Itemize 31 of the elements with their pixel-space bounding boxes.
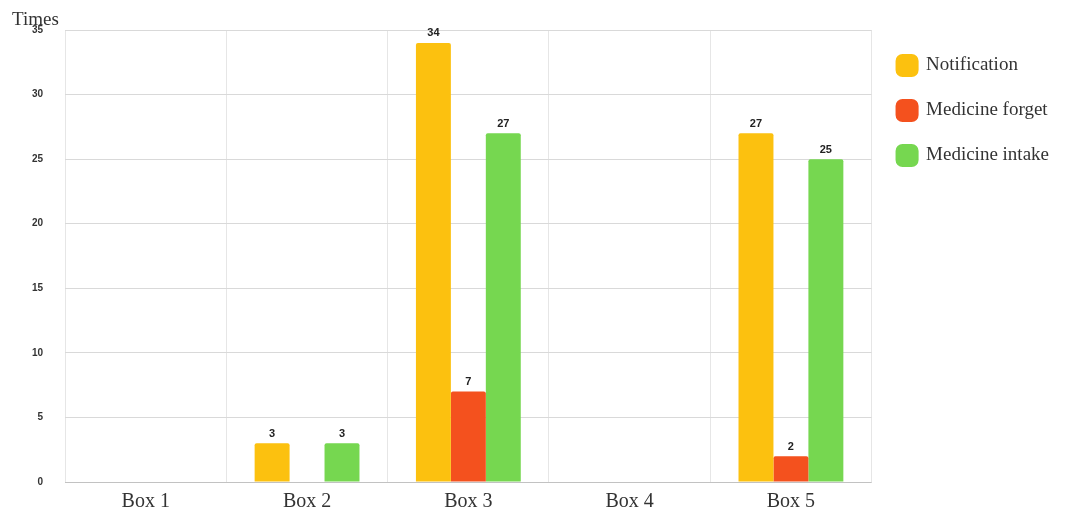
legend-label: Notification — [926, 53, 1019, 75]
x-tick-label: Box 3 — [444, 489, 493, 512]
bar — [254, 443, 290, 482]
bar — [485, 133, 521, 482]
legend-label: Medicine forget — [926, 98, 1049, 120]
x-tick-label: Box 1 — [121, 489, 170, 512]
bar — [808, 159, 844, 482]
data-label: 25 — [819, 142, 832, 155]
y-tick-label: 20 — [32, 217, 44, 229]
y-tick-label: 0 — [37, 475, 44, 487]
y-tick-label: 10 — [32, 346, 44, 358]
data-label: 7 — [465, 375, 472, 388]
legend-label: Medicine intake — [926, 143, 1050, 165]
bar — [415, 42, 451, 482]
bar — [738, 133, 774, 482]
x-tick-label: Box 4 — [605, 489, 654, 512]
data-label: 27 — [749, 116, 763, 129]
data-label: 27 — [497, 116, 510, 129]
y-tick-label: 30 — [32, 88, 44, 100]
data-label: 3 — [338, 426, 346, 439]
data-label: 34 — [427, 26, 441, 39]
bar — [324, 443, 360, 482]
x-tick-label: Box 5 — [766, 489, 816, 512]
y-tick-label: 15 — [32, 282, 44, 294]
x-tick-label: Box 2 — [282, 489, 332, 512]
bar — [450, 391, 486, 482]
data-label: 3 — [269, 426, 276, 439]
y-tick-label: 25 — [32, 152, 44, 164]
y-tick-label: 5 — [37, 411, 44, 423]
data-label: 2 — [787, 439, 794, 452]
bar — [773, 456, 809, 482]
